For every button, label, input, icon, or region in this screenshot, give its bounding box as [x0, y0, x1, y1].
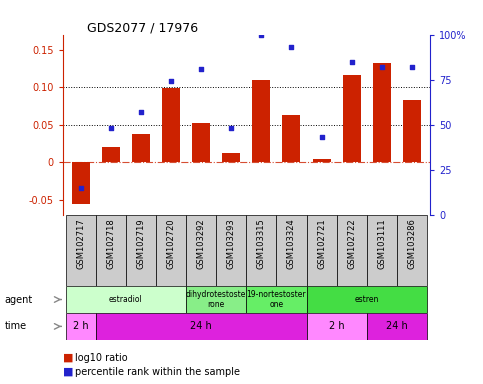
Bar: [72, 162, 90, 204]
Bar: [276, 215, 307, 286]
Text: GSM102718: GSM102718: [106, 218, 115, 269]
Point: [318, 134, 326, 141]
Bar: [307, 286, 427, 313]
Bar: [373, 63, 391, 162]
Point: [408, 64, 416, 70]
Bar: [102, 147, 120, 162]
Text: GSM102722: GSM102722: [347, 218, 356, 269]
Bar: [403, 100, 421, 162]
Bar: [337, 215, 367, 286]
Text: GSM102717: GSM102717: [76, 218, 85, 269]
Bar: [186, 286, 246, 313]
Text: log10 ratio: log10 ratio: [75, 353, 128, 363]
Text: 2 h: 2 h: [73, 321, 89, 331]
Bar: [307, 313, 367, 340]
Bar: [186, 215, 216, 286]
Bar: [126, 215, 156, 286]
Text: GDS2077 / 17976: GDS2077 / 17976: [87, 21, 198, 34]
Bar: [66, 215, 96, 286]
Text: percentile rank within the sample: percentile rank within the sample: [75, 367, 240, 377]
Bar: [156, 215, 186, 286]
Bar: [342, 75, 361, 162]
Bar: [367, 313, 427, 340]
Text: ■: ■: [63, 353, 77, 363]
Text: GSM102721: GSM102721: [317, 218, 326, 269]
Text: GSM102719: GSM102719: [137, 218, 145, 269]
Text: dihydrotestoste
rone: dihydrotestoste rone: [186, 290, 246, 309]
Point: [348, 59, 355, 65]
Text: 19-nortestoster
one: 19-nortestoster one: [247, 290, 306, 309]
Bar: [252, 80, 270, 162]
Text: estradiol: estradiol: [109, 295, 143, 304]
Bar: [162, 88, 180, 162]
Text: 24 h: 24 h: [386, 321, 408, 331]
Text: GSM103293: GSM103293: [227, 218, 236, 269]
Bar: [313, 159, 330, 162]
Point: [257, 31, 265, 38]
Bar: [96, 215, 126, 286]
Text: ■: ■: [63, 367, 77, 377]
Text: GSM103286: GSM103286: [407, 218, 416, 270]
Point: [378, 64, 385, 70]
Text: GSM103111: GSM103111: [377, 218, 386, 269]
Point: [227, 125, 235, 131]
Bar: [96, 313, 307, 340]
Text: GSM103324: GSM103324: [287, 218, 296, 269]
Bar: [367, 215, 397, 286]
Text: estren: estren: [355, 295, 379, 304]
Bar: [66, 286, 186, 313]
Point: [77, 185, 85, 191]
Point: [198, 66, 205, 72]
Bar: [307, 215, 337, 286]
Text: agent: agent: [5, 295, 33, 305]
Point: [167, 78, 175, 84]
Text: time: time: [5, 321, 27, 331]
Text: 24 h: 24 h: [190, 321, 212, 331]
Text: 2 h: 2 h: [329, 321, 344, 331]
Point: [137, 109, 145, 115]
Text: GSM103292: GSM103292: [197, 218, 206, 269]
Bar: [246, 286, 307, 313]
Bar: [397, 215, 427, 286]
Point: [107, 125, 115, 131]
Bar: [283, 115, 300, 162]
Bar: [192, 123, 210, 162]
Bar: [216, 215, 246, 286]
Text: GSM103315: GSM103315: [257, 218, 266, 269]
Bar: [66, 313, 96, 340]
Point: [287, 44, 295, 50]
Bar: [222, 153, 241, 162]
Bar: [246, 215, 276, 286]
Text: GSM102720: GSM102720: [167, 218, 176, 269]
Bar: [132, 134, 150, 162]
